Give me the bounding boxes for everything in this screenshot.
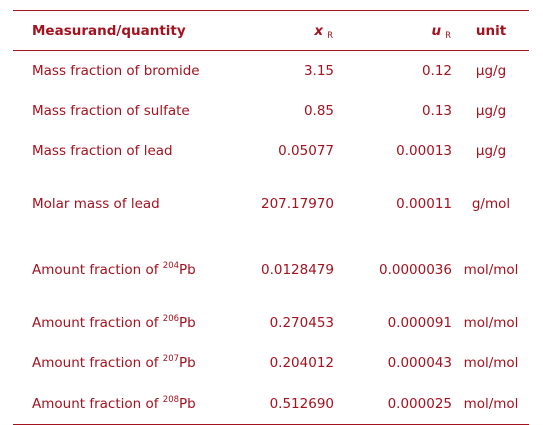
row-x-value: 0.204012 <box>269 355 334 371</box>
row-u-value: 0.00011 <box>396 196 452 212</box>
row-x-value: 0.05077 <box>278 143 334 159</box>
row-u-value: 0.000043 <box>387 355 452 371</box>
row-unit: µg/g <box>475 143 507 159</box>
element-symbol: Pb <box>179 395 196 412</box>
row-unit: mol/mol <box>463 315 519 331</box>
row-x-value: 0.270453 <box>269 315 334 331</box>
table-row: Amount fraction of 208Pb 0.512690 0.0000… <box>13 383 529 425</box>
table-row: Amount fraction of 206Pb 0.270453 0.0000… <box>13 303 529 343</box>
row-u-value: 0.13 <box>421 103 452 119</box>
isotope-mass-number: 206 <box>162 314 180 324</box>
header-quantity: Measurand/quantity <box>32 22 186 39</box>
row-name-prefix: Amount fraction of <box>32 315 163 331</box>
row-name-prefix: Amount fraction of <box>32 395 163 412</box>
row-x-value: 0.0128479 <box>260 262 334 278</box>
row-x-value: 0.512690 <box>269 395 334 412</box>
row-x-value: 3.15 <box>303 63 334 79</box>
isotope-mass-number: 207 <box>162 354 180 364</box>
row-quantity-name: Mass fraction of sulfate <box>32 103 190 119</box>
row-quantity-name: Amount fraction of 208Pb <box>13 383 226 425</box>
row-unit: mol/mol <box>463 355 519 371</box>
table-row: Mass fraction of lead 0.05077 0.00013 µg… <box>13 131 529 171</box>
isotope-mass-number: 208 <box>162 394 180 405</box>
row-quantity-name: Mass fraction of lead <box>32 143 173 159</box>
table-row: Mass fraction of sulfate 0.85 0.13 µg/g <box>13 91 529 131</box>
row-name-prefix: Amount fraction of <box>32 355 163 371</box>
row-unit: mol/mol <box>463 395 519 412</box>
row-u-value: 0.12 <box>421 63 452 79</box>
header-u-symbol: u <box>431 22 442 39</box>
row-x-value: 0.85 <box>303 103 334 119</box>
row-name-prefix: Amount fraction of <box>32 262 163 278</box>
table-body: Mass fraction of bromide 3.15 0.12 µg/g … <box>13 51 529 425</box>
row-unit: µg/g <box>475 103 507 119</box>
row-quantity-name: Amount fraction of 206Pb <box>13 303 226 343</box>
table-row: Mass fraction of bromide 3.15 0.12 µg/g <box>13 51 529 92</box>
element-symbol: Pb <box>179 355 196 371</box>
table-row: Molar mass of lead 207.17970 0.00011 g/m… <box>13 171 529 237</box>
row-quantity-name: Molar mass of lead <box>32 196 160 212</box>
table-row: Amount fraction of 207Pb 0.204012 0.0000… <box>13 343 529 383</box>
element-symbol: Pb <box>179 315 196 331</box>
row-quantity-name: Amount fraction of 207Pb <box>13 343 226 383</box>
row-unit: µg/g <box>475 63 507 79</box>
isotope-mass-number: 204 <box>162 261 180 271</box>
header-unit: unit <box>475 22 507 39</box>
row-unit: mol/mol <box>463 262 519 278</box>
header-x-subscript: R <box>327 30 333 41</box>
row-u-value: 0.00013 <box>396 143 452 159</box>
row-unit: g/mol <box>471 196 511 212</box>
row-u-value: 0.000025 <box>387 395 452 412</box>
row-quantity-name: Mass fraction of bromide <box>32 63 200 79</box>
header-u-subscript: R <box>445 30 451 41</box>
table-row: Amount fraction of 204Pb 0.0128479 0.000… <box>13 237 529 303</box>
element-symbol: Pb <box>179 262 196 278</box>
header-x-symbol: x <box>314 22 324 39</box>
row-quantity-name: Amount fraction of 204Pb <box>13 237 226 303</box>
row-u-value: 0.000091 <box>387 315 452 331</box>
row-u-value: 0.0000036 <box>378 262 452 278</box>
row-x-value: 207.17970 <box>260 196 334 212</box>
